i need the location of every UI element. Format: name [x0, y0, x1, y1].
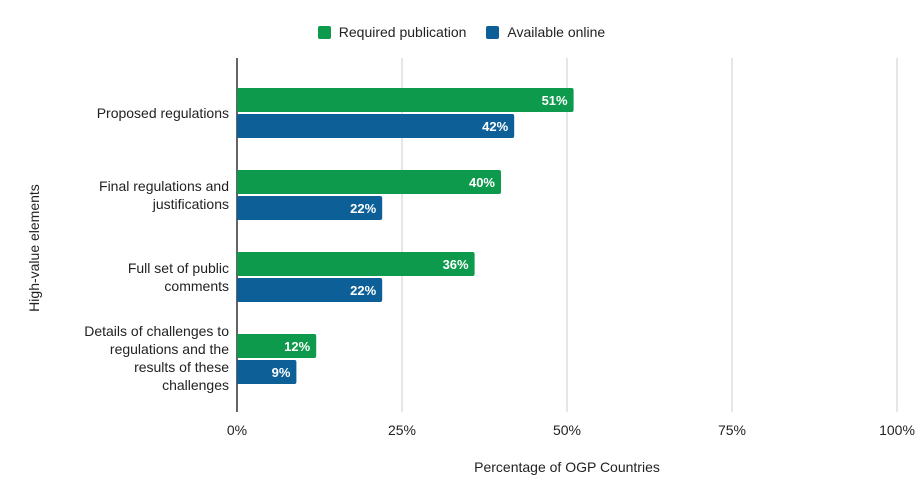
legend-label-required-publication: Required publication — [338, 24, 467, 40]
bar-available-online — [237, 278, 383, 302]
bar-value-label: 12% — [284, 339, 310, 354]
x-tick-label-75: 75% — [717, 422, 747, 438]
bar-available-online — [237, 196, 383, 220]
bar-value-label: 22% — [350, 201, 376, 216]
bar-required-publication — [237, 334, 317, 358]
bar-required-publication — [237, 170, 501, 194]
category-label-public-comments: Full set of public comments — [127, 260, 229, 294]
legend-label-available-online: Available online — [507, 24, 606, 40]
bar-required-publication — [237, 252, 475, 276]
legend-item-available-online[interactable]: Available online — [486, 24, 605, 40]
legend-item-required-publication[interactable]: Required publication — [317, 24, 467, 40]
bar-value-label: 51% — [542, 93, 568, 108]
legend-swatch-available-online — [486, 25, 500, 39]
category-label-final-regulations: Final regulations and justifications — [99, 178, 229, 212]
bar-value-label: 9% — [272, 365, 291, 380]
x-tick-label-0: 0% — [226, 422, 248, 438]
x-tick-label-50: 50% — [552, 422, 582, 438]
x-tick-label-25: 25% — [387, 422, 417, 438]
chart-legend: Required publication Available online — [0, 24, 923, 40]
category-label-challenges: Details of challenges to regulations and… — [84, 323, 229, 393]
x-axis-title: Percentage of OGP Countries — [474, 459, 660, 475]
bar-value-label: 36% — [443, 257, 469, 272]
bar-available-online — [237, 114, 515, 138]
y-axis-title: High-value elements — [26, 184, 42, 312]
x-tick-label-100: 100% — [879, 422, 915, 438]
bar-value-label: 22% — [350, 283, 376, 298]
bar-required-publication — [237, 88, 574, 112]
category-label-proposed-regulations: Proposed regulations — [96, 105, 229, 121]
legend-swatch-required-publication — [317, 25, 331, 39]
bar-available-online — [237, 360, 297, 384]
bar-value-label: 40% — [469, 175, 495, 190]
bar-value-label: 42% — [482, 119, 508, 134]
